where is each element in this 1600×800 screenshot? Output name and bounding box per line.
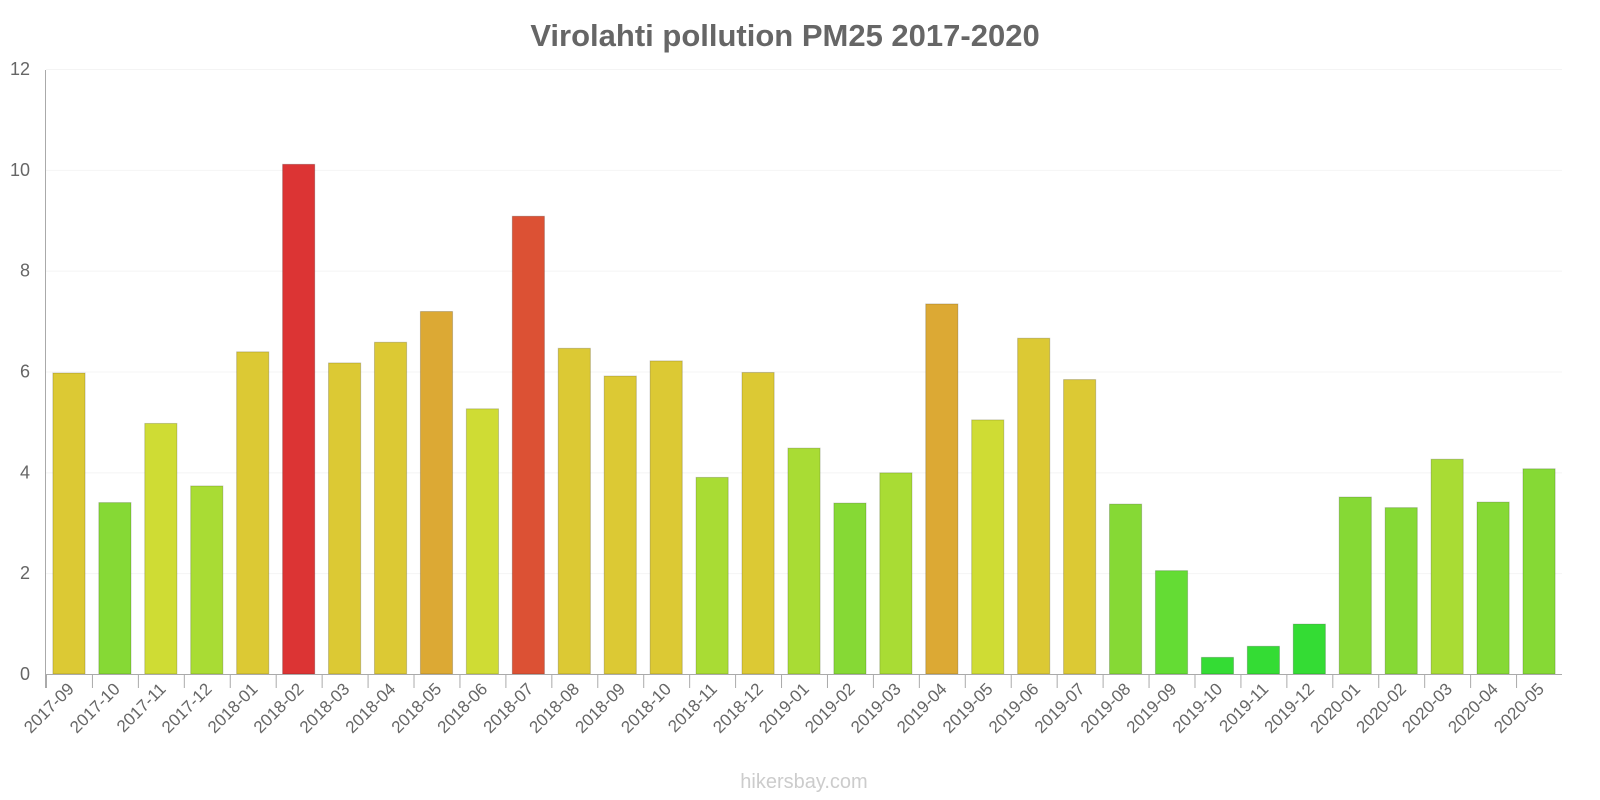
x-tick-label: 2017-12 [158,679,216,737]
x-tick-label: 2020-02 [1352,679,1410,737]
x-tick-label: 2019-10 [1169,679,1227,737]
y-tick-label: 0 [20,664,30,684]
y-tick-label: 6 [20,362,30,382]
bar-2020-04 [1476,501,1510,675]
x-tick-label: 2019-07 [1031,679,1089,737]
bar-2019-03 [879,472,913,675]
x-tick-label: 2020-01 [1307,679,1365,737]
x-tick-label: 2018-07 [480,679,538,737]
bar-2019-02 [833,502,867,675]
bar-2017-12 [190,485,224,675]
bar-2019-09 [1154,570,1189,675]
bar-2019-10 [1200,656,1235,675]
x-tick-label: 2018-01 [204,679,262,737]
x-tick-label: 2018-06 [434,679,492,737]
bar-2019-08 [1109,503,1143,675]
bar-2018-01 [236,351,270,675]
bar-2019-01 [787,447,821,675]
bar-2018-02 [282,163,316,675]
x-tick-label: 2017-09 [20,679,78,737]
bar-2018-09 [603,375,637,675]
bar-2018-07 [511,215,545,675]
x-tick-label: 2019-12 [1261,679,1319,737]
bar-2020-05 [1522,468,1556,675]
x-tick-label: 2019-04 [893,679,951,737]
y-tick-label: 10 [10,160,30,180]
bar-2019-12 [1292,623,1326,675]
bar-2018-04 [373,341,408,675]
x-tick-label: 2017-10 [66,679,124,737]
watermark: hikersbay.com [740,771,867,793]
x-tick-label: 2019-09 [1123,679,1181,737]
x-tick-label: 2020-05 [1490,679,1548,737]
bar-2020-02 [1384,507,1418,675]
bar-2020-03 [1430,458,1464,675]
bar-2017-09 [52,372,86,675]
x-tick-label: 2019-05 [939,679,997,737]
x-tick-label: 2018-03 [296,679,354,737]
y-tick-label: 2 [20,563,30,583]
x-tick-label: 2018-09 [572,679,630,737]
bar-2018-05 [419,311,454,675]
x-tick-label: 2019-02 [801,679,859,737]
bar-2017-10 [98,502,132,675]
x-tick-label: 2019-08 [1077,679,1135,737]
bar-2018-12 [741,372,775,675]
x-tick-label: 2018-04 [342,679,400,737]
x-tick-label: 2020-04 [1444,679,1502,737]
y-axis-ticks: 0 2 4 6 8 10 12 [10,59,30,684]
bar-2019-05 [971,419,1005,675]
y-tick-label: 4 [20,462,30,482]
bar-2018-06 [465,408,500,675]
x-tick-label: 2018-02 [250,679,308,737]
bar-2019-11 [1246,645,1280,675]
x-tick-label: 2019-03 [847,679,905,737]
bars [52,163,1556,675]
x-tick-label: 2018-10 [617,679,675,737]
bar-2019-04 [925,303,959,675]
x-tick-label: 2018-12 [709,679,767,737]
x-tick-label: 2018-08 [526,679,584,737]
bar-2019-07 [1063,379,1097,675]
bar-2018-08 [557,347,591,675]
x-tick-label: 2019-01 [755,679,813,737]
bar-2020-01 [1338,496,1372,675]
x-tick-label: 2020-03 [1398,679,1456,737]
x-tick-label: 2019-06 [985,679,1043,737]
bar-2018-03 [328,362,362,675]
y-tick-label: 8 [20,261,30,281]
chart-title: Virolahti pollution PM25 2017-2020 [530,18,1039,53]
y-tick-label: 12 [10,59,30,79]
bar-2017-11 [144,422,178,675]
x-tick-label: 2018-05 [388,679,446,737]
bar-2018-10 [649,360,683,675]
bar-2019-06 [1017,337,1051,675]
bar-2018-11 [695,476,729,675]
x-axis-ticks: 2017-092017-102017-112017-122018-012018-… [20,674,1548,737]
